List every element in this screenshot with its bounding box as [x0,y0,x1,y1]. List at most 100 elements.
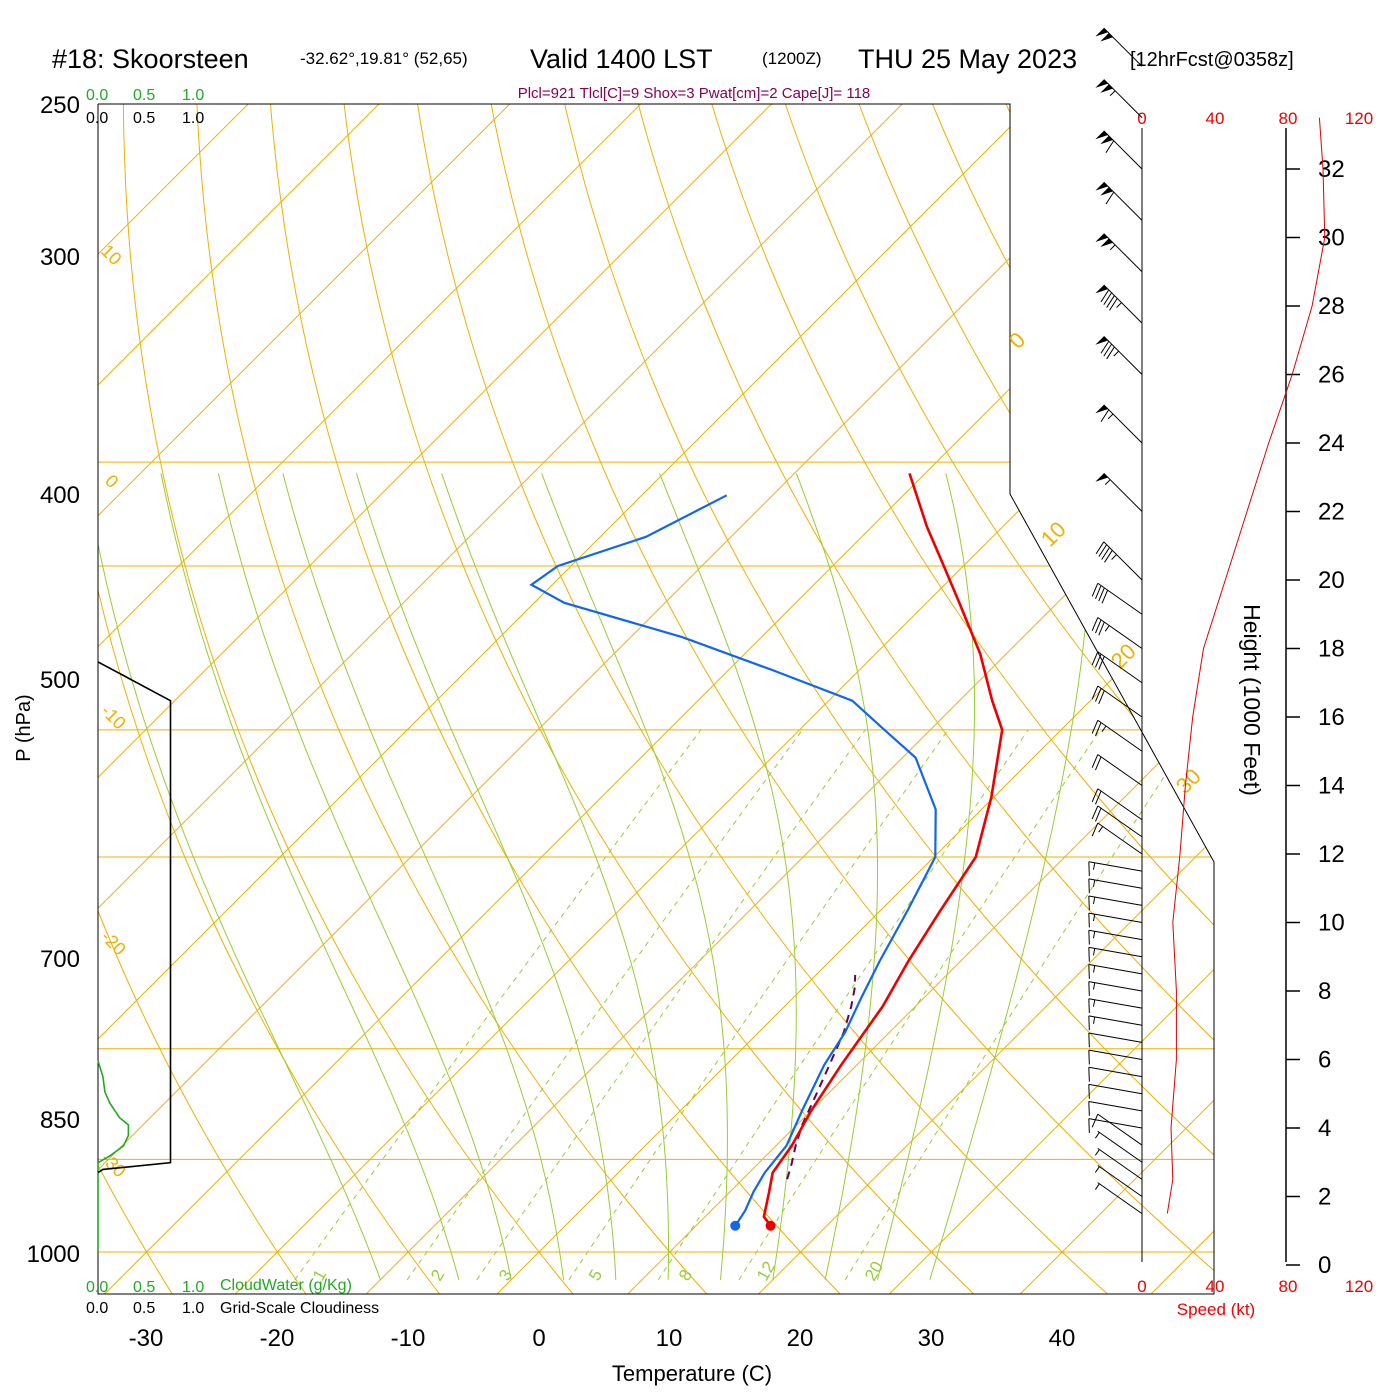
dry-adiabat [270,104,841,1294]
barb-staff [1097,788,1143,821]
barb-staff [1097,1182,1143,1215]
moist-adiabat [659,473,797,1280]
cloudwater-tick-top: 0.5 [133,87,155,104]
dry-adiabat [196,104,707,1294]
mixing-ratio-label: 3 [495,1266,516,1284]
barb-staff [1097,1165,1143,1197]
speed-axis: 0 40 80 120 0 40 80 120 Speed (kt) [1137,109,1373,1319]
isotherm [98,104,903,1294]
temperature-tick: -20 [260,1325,295,1352]
barb-flag [1088,981,1090,996]
wind-barb [1088,1118,1143,1133]
barb-flag [1098,690,1105,704]
surface-dewpoint-dot [730,1220,741,1231]
barb-half-flag [1093,931,1096,939]
wind-barb [1088,912,1143,928]
barb-staff [1097,685,1143,718]
barb-half-flag [1113,350,1120,357]
speed-tick-top: 40 [1206,109,1225,128]
barb-flag [1088,895,1090,911]
mixing-ratio-label: 8 [675,1266,696,1284]
wind-barb [1094,1130,1143,1163]
cloudwater-label: CloudWater (g/Kg) [220,1277,352,1294]
barb-pennant [1100,135,1114,145]
barb-flag [1098,544,1108,557]
dry-adiabat [98,104,307,1294]
barb-staff [1088,1101,1143,1112]
barb-flag [1088,1084,1090,1099]
barb-flag [1091,583,1099,597]
cloudwater-tick-bottom: 0.0 [86,1279,108,1296]
barb-staff [1103,541,1143,581]
barb-staff [1088,929,1143,941]
barb-half-flag [1094,1166,1100,1173]
cloud-layer [97,661,172,1252]
speed-profile-line [1166,117,1326,1214]
wind-barb [1095,284,1143,324]
mixing-ratio-label: 5 [585,1266,606,1284]
indices-line: Plcl=921 Tlcl[C]=9 Shox=3 Pwat[cm]=2 Cap… [518,85,871,102]
wind-barb [1091,719,1143,752]
isotherm-label: 0 [1004,327,1030,353]
temperature-tick: 40 [1049,1325,1076,1352]
temperature-tick: 30 [918,1325,945,1352]
height-tick-label: 6 [1318,1047,1331,1074]
barb-flag [1091,617,1099,631]
temperature-axis-label: Temperature (C) [612,1361,772,1386]
cloudwater-tick-bottom: 1.0 [182,1279,204,1296]
isotherm [98,104,641,1294]
barb-flag [1088,964,1090,979]
mixing-ratio-line [657,729,1029,1281]
wind-barb [1088,964,1143,979]
barb-half-flag [1101,725,1107,733]
barb-staff [1088,981,1143,992]
barb-flag [1095,585,1102,599]
barb-flag [1091,805,1099,820]
moist-adiabat [282,473,564,1280]
barb-pennant [1095,473,1109,482]
barb-staff [1097,822,1143,855]
isotherm [98,104,249,1294]
dry-adiabat [343,104,975,1294]
isotherm [758,104,1214,1294]
barb-staff [1088,1015,1143,1026]
parcel-path [786,974,857,1180]
speed-tick-bottom: 120 [1345,1277,1373,1296]
barb-half-flag [1094,1149,1100,1156]
barb-flag [1095,619,1102,634]
barb-half-flag [1104,625,1110,632]
barb-flag [1091,1113,1099,1128]
wind-barb [1088,1015,1143,1031]
barb-staff [1097,651,1143,684]
wind-barb [1088,981,1143,996]
moist-adiabat [541,473,728,1280]
isotherm [1019,104,1214,1294]
cloudiness-label: Grid-Scale Cloudiness [220,1300,379,1317]
barb-staff [1097,1130,1143,1163]
wind-barb [1091,805,1143,838]
pressure-axis: 250 300 400 500 700 850 1000 [27,92,80,1268]
zulu-time: (1200Z) [762,49,822,68]
barb-flag [1088,913,1090,928]
cloudwater-tick-top: 0.0 [86,87,108,104]
wind-barb [1088,998,1143,1014]
moist-adiabat [929,473,1092,1280]
height-tick-label: 22 [1318,499,1345,526]
speed-axis-label: Speed (kt) [1177,1300,1255,1319]
mixing-ratio-labels: 1 2 3 5 8 12 20 [309,1258,887,1284]
isotherm [889,104,1214,1294]
cloudwater-tick-top: 1.0 [182,87,204,104]
barb-pennant [1095,182,1109,191]
wind-barb [1088,861,1143,877]
barb-pennant [1095,233,1109,243]
dry-adiabat [490,104,1214,1294]
isotherm [1150,104,1214,1294]
wind-barb [1088,1032,1143,1048]
temperature-tick: 10 [656,1325,683,1352]
barb-staff [1088,946,1143,958]
moist-adiabat [876,473,975,1280]
moist-adiabat [795,473,878,1280]
height-tick-label: 16 [1318,704,1345,731]
barb-flag [1100,409,1110,423]
